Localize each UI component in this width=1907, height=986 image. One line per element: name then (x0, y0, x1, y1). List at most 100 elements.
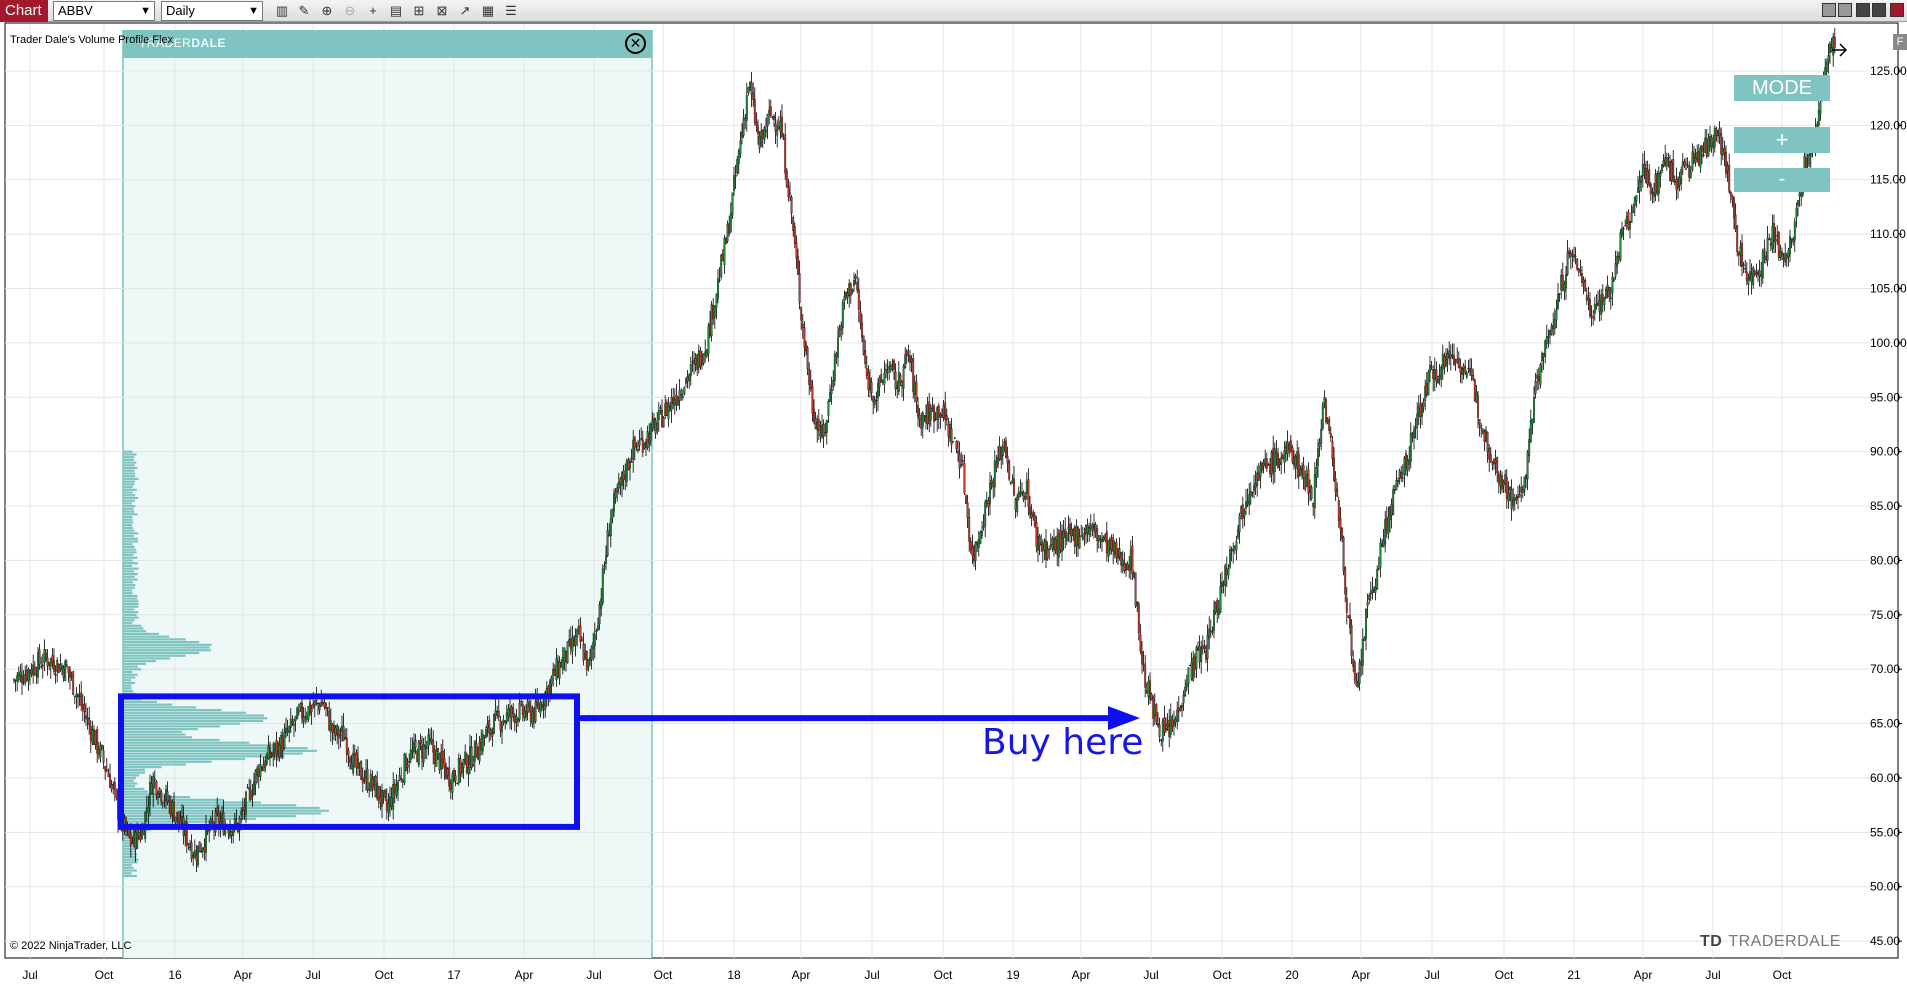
mode-button[interactable]: MODE (1734, 75, 1830, 101)
candle-body (365, 771, 367, 778)
candle-body (1466, 373, 1468, 377)
bar-chart-icon[interactable]: ▥ (273, 2, 291, 20)
drawing-tools-icon[interactable]: ↗ (456, 2, 474, 20)
zoom-out-icon[interactable]: ⊖ (341, 2, 359, 20)
candle-body (157, 797, 159, 798)
templates-icon[interactable]: ⊞ (410, 2, 428, 20)
candle-body (956, 441, 958, 448)
volume-profile-bar (123, 804, 296, 806)
candle-body (1572, 255, 1574, 257)
pencil-icon[interactable]: ✎ (295, 2, 313, 20)
candle-body (1088, 527, 1090, 535)
chart-area[interactable]: Jul Oct 16 Apr Jul Oct 17 Apr Jul Oct 18 Apr Jul Oct 1… (0, 22, 1907, 986)
candle-body (1408, 459, 1410, 464)
candle-body (400, 778, 402, 779)
volume-profile-bar (123, 562, 138, 564)
candle-body (530, 707, 532, 722)
candle-body (930, 409, 932, 421)
price-chart[interactable]: Jul Oct 16 Apr Jul Oct 17 Apr Jul Oct 18 Apr Jul Oct 1… (0, 22, 1907, 986)
candle-body (612, 509, 614, 518)
candle-body (1671, 162, 1673, 180)
candle-body (1199, 646, 1201, 662)
candle-body (1007, 456, 1009, 463)
increase-button[interactable]: + (1734, 127, 1830, 153)
instrument-list-icon[interactable]: ☰ (502, 2, 520, 20)
candle-body (1756, 273, 1758, 275)
candle-body (1474, 380, 1476, 401)
candle-body (1328, 419, 1330, 431)
instrument-selector[interactable]: ABBV ▼ (53, 1, 155, 21)
tile-window-icon[interactable] (1838, 3, 1852, 17)
candle-body (1093, 526, 1095, 527)
candle-body (1452, 355, 1454, 356)
candle-body (1136, 602, 1138, 605)
tile-window-icon[interactable] (1822, 3, 1836, 17)
candle-body (978, 540, 980, 548)
candle-body (957, 451, 959, 453)
zoom-in-icon[interactable]: ⊕ (318, 2, 336, 20)
candle-body (796, 243, 798, 259)
candle-body (1021, 492, 1023, 493)
decrease-button[interactable]: - (1734, 168, 1830, 192)
properties-icon[interactable]: ▤ (387, 2, 405, 20)
candle-body (1565, 275, 1567, 288)
volume-profile-panel-header[interactable]: TRADERDALE ✕ (123, 30, 652, 58)
candle-body (533, 709, 535, 721)
candle-body (828, 401, 830, 416)
candle-body (701, 363, 703, 364)
candle-body (996, 463, 998, 468)
candle-body (128, 829, 130, 836)
candle-body (716, 294, 718, 308)
candle-body (506, 713, 508, 722)
candle-body (1335, 478, 1337, 492)
candle-body (68, 667, 70, 673)
minimize-icon[interactable] (1856, 3, 1870, 17)
timeframe-selector[interactable]: Daily ▼ (161, 1, 263, 21)
close-icon[interactable]: ✕ (625, 33, 646, 54)
candle-body (724, 238, 726, 264)
candle-body (748, 88, 750, 93)
restore-icon[interactable] (1872, 3, 1886, 17)
corner-button[interactable]: F (1893, 34, 1907, 50)
candle-body (767, 114, 769, 126)
candle-body (1373, 589, 1375, 591)
crosshair-icon[interactable]: + (364, 2, 382, 20)
candle-body (735, 175, 737, 177)
chart-tab[interactable]: Chart (0, 0, 48, 22)
candle-body (24, 674, 26, 682)
candle-body (1279, 462, 1281, 465)
candle-body (869, 379, 871, 388)
candle-body (932, 407, 934, 409)
candle-body (514, 715, 516, 723)
candle-body (1087, 525, 1089, 533)
candle-body (309, 702, 311, 714)
volume-profile-bar (123, 641, 199, 643)
candle-body (916, 381, 918, 401)
candle-body (1789, 237, 1791, 255)
chevron-down-icon: ▼ (248, 2, 259, 20)
candle-body (1197, 649, 1199, 650)
candle-body (1026, 482, 1028, 494)
candle-body (1495, 460, 1497, 463)
candle-body (1615, 263, 1617, 276)
candle-body (114, 782, 116, 789)
data-box-icon[interactable]: ▦ (479, 2, 497, 20)
candle-body (1186, 683, 1188, 687)
candle-body (388, 803, 390, 812)
volume-profile-bar (123, 763, 186, 765)
volume-profile-bar (123, 570, 134, 572)
candle-body (711, 305, 713, 336)
candle-body (242, 810, 244, 811)
candle-body (48, 662, 50, 666)
candle-body (653, 418, 655, 422)
candle-body (898, 372, 900, 392)
x-tick-label: 21 (1567, 968, 1581, 982)
strategies-icon[interactable]: ⊠ (433, 2, 451, 20)
close-icon[interactable] (1890, 3, 1904, 17)
candle-body (543, 705, 545, 706)
candle-body (255, 771, 257, 785)
candle-body (1287, 442, 1289, 454)
candle-body (783, 138, 785, 139)
candle-body (1117, 556, 1119, 559)
candle-body (32, 665, 34, 676)
